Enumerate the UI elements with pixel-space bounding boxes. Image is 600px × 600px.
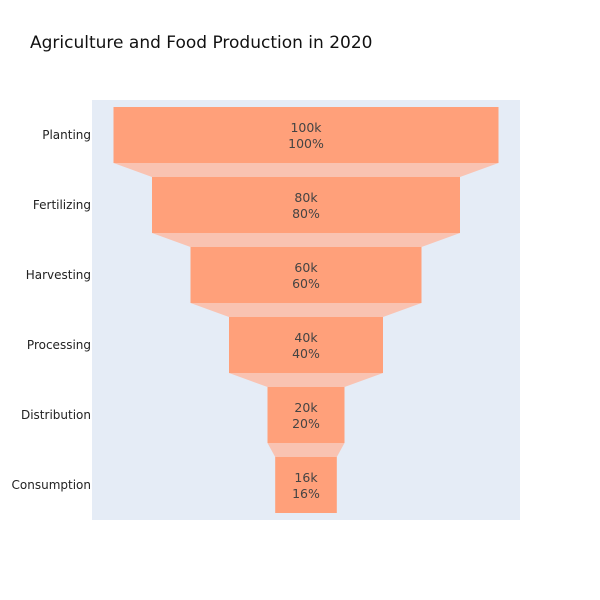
funnel-bars (113, 107, 499, 513)
percent-label-harvesting: 60% (292, 276, 320, 291)
funnel-connector-planting (113, 163, 499, 177)
funnel-connector-processing (229, 373, 383, 387)
category-label-fertilizing: Fertilizing (33, 198, 91, 212)
value-label-distribution: 20k (294, 400, 318, 415)
percent-label-planting: 100% (288, 136, 324, 151)
category-label-processing: Processing (27, 338, 91, 352)
value-label-fertilizing: 80k (294, 190, 318, 205)
funnel-bar-consumption (275, 457, 337, 513)
percent-label-distribution: 20% (292, 416, 320, 431)
funnel-bar-processing (229, 317, 383, 373)
category-labels: Planting Fertilizing Harvesting Processing D… (12, 128, 91, 492)
funnel-bar-harvesting (190, 247, 422, 303)
chart-title: Agriculture and Food Production in 2020 (30, 33, 373, 53)
percent-label-fertilizing: 80% (292, 206, 320, 221)
funnel-connector-fertilizing (152, 233, 460, 247)
funnel-bar-planting (113, 107, 499, 163)
funnel-connector-harvesting (190, 303, 422, 317)
value-label-consumption: 16k (294, 470, 318, 485)
value-label-processing: 40k (294, 330, 318, 345)
value-label-planting: 100k (290, 120, 322, 135)
percent-label-consumption: 16% (292, 486, 320, 501)
funnel-bar-distribution (267, 387, 345, 443)
funnel-connectors (113, 163, 499, 457)
funnel-bar-fertilizing (152, 177, 460, 233)
category-label-distribution: Distribution (21, 408, 91, 422)
value-label-harvesting: 60k (294, 260, 318, 275)
percent-label-processing: 40% (292, 346, 320, 361)
funnel-connector-distribution (267, 443, 345, 457)
category-label-planting: Planting (42, 128, 91, 142)
category-label-consumption: Consumption (12, 478, 91, 492)
category-label-harvesting: Harvesting (26, 268, 91, 282)
